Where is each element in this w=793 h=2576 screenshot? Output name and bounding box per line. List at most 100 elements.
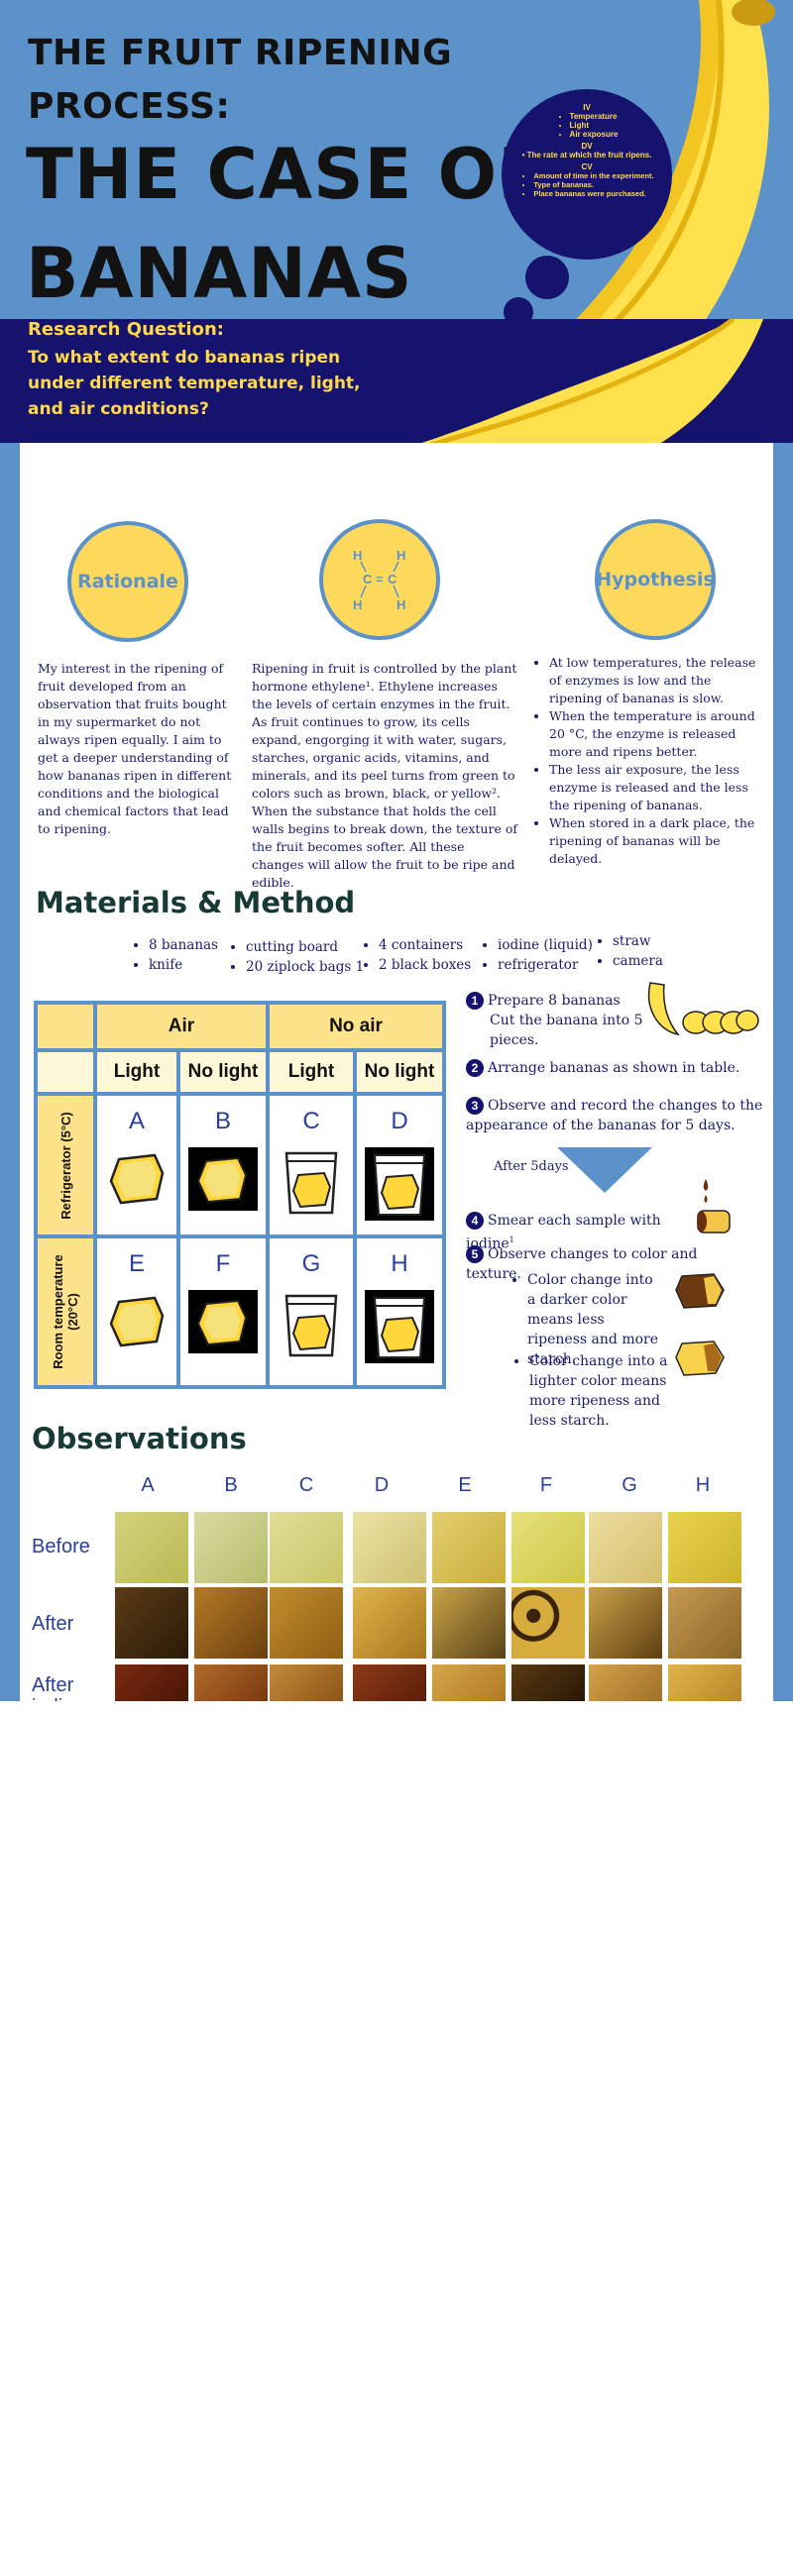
- photo-iodine-h: [668, 1664, 741, 1701]
- research-question-label: Research Question:: [28, 319, 224, 340]
- subheader-no-light: No light: [357, 1052, 442, 1092]
- photo-iodine-e: [432, 1664, 506, 1701]
- sample-cell-f: F: [180, 1238, 266, 1385]
- photo-before-b: [194, 1512, 268, 1583]
- header-air: Air: [97, 1005, 266, 1048]
- photo-iodine-g: [589, 1664, 662, 1701]
- step-3: 3 Observe and record the changes to the a…: [466, 1096, 763, 1135]
- title-line-4: BANANAS: [26, 233, 413, 314]
- svg-text:C: C: [388, 572, 397, 587]
- sample-label: H: [391, 1250, 408, 1277]
- decorative-dot: [525, 256, 569, 299]
- obs-col-c: C: [298, 1474, 314, 1496]
- bullet-darker: Color change into a darker color means l…: [527, 1270, 664, 1369]
- materials-col-2: cutting board20 ziplock bags 1: [232, 937, 364, 977]
- material-item: 8 bananas: [149, 935, 218, 955]
- hypothesis-heading: Hypothesis: [596, 569, 715, 590]
- iv-item: Air exposure: [570, 130, 619, 139]
- sample-label: B: [214, 1108, 231, 1134]
- svg-text:H: H: [396, 548, 405, 563]
- photo-after-b: [194, 1587, 268, 1659]
- material-item: camera: [613, 951, 663, 971]
- photo-iodine-a: [115, 1664, 188, 1701]
- cv-item: Place bananas were purchased.: [533, 189, 653, 198]
- photo-before-g: [589, 1512, 662, 1583]
- svg-text:H: H: [396, 597, 405, 612]
- materials-col-4: iodine (liquid)refrigerator: [484, 935, 593, 975]
- material-item: straw: [613, 931, 663, 951]
- sample-label: C: [302, 1108, 320, 1134]
- iodine-banana-icon: [697, 1179, 731, 1234]
- obs-col-g: G: [622, 1474, 637, 1496]
- photo-iodine-d: [353, 1664, 426, 1701]
- rationale-text: My interest in the ripening of fruit dev…: [38, 661, 232, 836]
- iv-item: Temperature: [570, 112, 619, 121]
- title-line-3: THE CASE OF: [26, 134, 546, 215]
- iv-label: IV: [583, 103, 591, 112]
- subheader-light: Light: [97, 1052, 176, 1092]
- dv-text: • The rate at which the fruit ripens.: [521, 151, 652, 160]
- subheader-no-light: No light: [180, 1052, 266, 1092]
- photo-after-e: [432, 1587, 506, 1659]
- materials-col-1: 8 bananasknife: [135, 935, 218, 975]
- experiment-table: Air No air Light No light Light No light…: [34, 1001, 446, 1389]
- hypothesis-item: The less air exposure, the less enzyme i…: [549, 761, 767, 814]
- after-5-days-label: After 5days: [494, 1159, 569, 1174]
- step-1-line-b: Cut the banana into 5 pieces.: [490, 1013, 643, 1048]
- header-no-air: No air: [270, 1005, 442, 1048]
- photo-before-h: [668, 1512, 741, 1583]
- hypothesis-item: At low temperatures, the release of enzy…: [549, 654, 767, 707]
- svg-text:=: =: [376, 572, 384, 587]
- banana-in-bag-icon: [284, 1151, 338, 1215]
- ethylene-circle: H H C = C H H: [319, 519, 440, 640]
- hypothesis-list: At low temperatures, the release of enzy…: [533, 654, 767, 868]
- banana-in-black-box-icon: [188, 1147, 258, 1211]
- cv-item: Type of bananas.: [533, 180, 653, 189]
- hypothesis-item: When the temperature is around 20 °C, th…: [549, 707, 767, 761]
- row-refrigerator: Refrigerator (5°C): [38, 1096, 93, 1234]
- obs-col-e: E: [458, 1474, 472, 1496]
- material-item: cutting board: [246, 937, 364, 957]
- title-line-2: PROCESS:: [28, 86, 231, 127]
- sample-cell-e: E: [97, 1238, 176, 1385]
- row-room-label-b: (20°C): [65, 1293, 81, 1331]
- ethylene-molecule-icon: H H C = C H H: [353, 548, 405, 612]
- photo-before-f: [511, 1512, 585, 1583]
- step-1-line-a: Prepare 8 bananas: [488, 993, 621, 1009]
- photo-iodine-b: [194, 1664, 268, 1701]
- banana-in-black-box-icon: [188, 1290, 258, 1353]
- material-item: knife: [149, 955, 218, 975]
- iv-item: Light: [570, 121, 619, 130]
- banana-piece-icon: [109, 1153, 165, 1205]
- banana-illustration: [576, 0, 775, 319]
- step-4-footnote: 1: [509, 1235, 514, 1244]
- sample-cell-b: B: [180, 1096, 266, 1234]
- research-question-text: To what extent do bananas ripen under di…: [28, 348, 361, 419]
- down-arrow-icon: [557, 1147, 652, 1193]
- banana-in-bag-icon: [284, 1294, 338, 1357]
- materials-col-3: 4 containers2 black boxes: [365, 935, 471, 975]
- step-number: 2: [466, 1059, 484, 1077]
- material-item: 4 containers: [379, 935, 471, 955]
- background-text: Ripening in fruit is controlled by the p…: [252, 661, 517, 890]
- obs-col-a: A: [141, 1474, 155, 1496]
- photo-before-e: [432, 1512, 506, 1583]
- obs-col-b: B: [224, 1474, 238, 1496]
- photo-after-h: [668, 1587, 741, 1659]
- step-number: 1: [466, 992, 484, 1010]
- photo-iodine-f: [511, 1664, 585, 1701]
- row-room-temperature: Room temperature (20°C): [38, 1238, 93, 1385]
- rationale-circle: Rationale: [67, 521, 188, 642]
- iv-list: Temperature Light Air exposure: [570, 112, 619, 139]
- step-2: 2 Arrange bananas as shown in table.: [466, 1058, 763, 1078]
- obs-row-before: Before: [32, 1536, 90, 1557]
- material-item: iodine (liquid): [498, 935, 593, 955]
- sample-label: D: [391, 1108, 408, 1134]
- sample-label: G: [301, 1250, 321, 1277]
- dark-banana-piece-icon: [675, 1273, 725, 1309]
- materials-method-title: Materials & Method: [36, 886, 356, 919]
- step-number: 5: [466, 1245, 484, 1263]
- photo-after-a: [115, 1587, 188, 1659]
- row-room-label-a: Room temperature: [51, 1254, 66, 1369]
- photo-after-f: [511, 1587, 585, 1659]
